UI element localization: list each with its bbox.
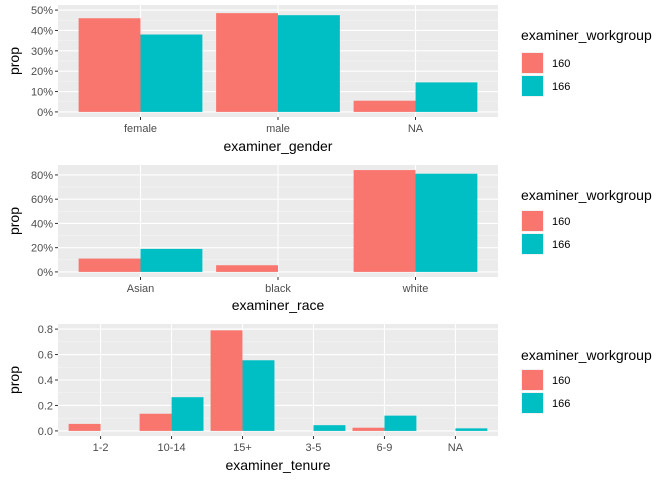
chart-panel-1: 0% 10% 20% 30% 40% 50% female male NA examiner_ge… — [6, 5, 652, 154]
y-tick-label: 0% — [37, 267, 53, 279]
x-axis-title: examiner_gender — [224, 138, 333, 154]
bar-160-15+ — [210, 330, 243, 431]
y-tick-label: 40% — [31, 25, 53, 37]
x-tick-label: 15+ — [233, 442, 252, 454]
x-tick-label: 6-9 — [376, 442, 392, 454]
bar-160-male — [216, 13, 278, 112]
legend-key-166 — [522, 234, 543, 254]
x-tick-label: white — [402, 283, 429, 295]
x-tick-label: black — [265, 283, 291, 295]
y-tick-label: 10% — [31, 87, 53, 99]
legend: examiner_workgroup 160 166 — [521, 347, 652, 414]
y-tick-label: 20% — [31, 243, 53, 255]
x-tick-label: 10-14 — [157, 442, 185, 454]
y-tick-label: 0% — [37, 107, 53, 119]
bar-160-Asian — [78, 258, 141, 272]
legend-key-166 — [522, 76, 543, 96]
bar-160-female — [78, 18, 141, 112]
chart-panel-2: 0% 20% 40% 60% 80% Asian black white examiner_ra… — [6, 165, 652, 313]
y-tick-label: 60% — [31, 194, 53, 206]
legend-label-166: 166 — [552, 239, 570, 251]
y-axis-title: prop — [6, 366, 22, 394]
x-tick-label: NA — [408, 123, 424, 135]
legend: examiner_workgroup 160 166 — [521, 27, 652, 97]
bar-160-white — [353, 170, 416, 272]
legend-label-160: 160 — [552, 375, 570, 387]
y-tick-label: 0.6 — [38, 350, 53, 362]
bar-160-1-2 — [68, 423, 101, 431]
y-tick-label: 0.4 — [38, 375, 53, 387]
legend-key-160 — [522, 211, 543, 231]
legend-label-166: 166 — [552, 81, 570, 93]
bar-166-white — [415, 173, 478, 272]
legend-label-160: 160 — [552, 216, 570, 228]
chart-panel-3: 0.0 0.2 0.4 0.6 0.8 1-2 10-14 15+ 3-5 6-9 NA examin… — [6, 324, 652, 473]
x-axis-title: examiner_tenure — [225, 457, 330, 473]
y-axis-title: prop — [6, 207, 22, 235]
legend-label-166: 166 — [552, 398, 570, 410]
y-tick-label: 30% — [31, 46, 53, 58]
legend-title: examiner_workgroup — [521, 27, 652, 43]
bar-166-NA — [455, 428, 488, 431]
bar-160-black — [216, 265, 278, 272]
y-tick-label: 0.2 — [38, 400, 53, 412]
bar-166-10-14 — [171, 397, 204, 431]
x-tick-label: female — [124, 123, 157, 135]
x-tick-label: 1-2 — [93, 442, 109, 454]
y-tick-label: 20% — [31, 66, 53, 78]
y-tick-label: 40% — [31, 218, 53, 230]
legend-key-160 — [522, 370, 543, 390]
bar-160-6-9 — [352, 427, 385, 431]
legend-title: examiner_workgroup — [521, 187, 652, 203]
legend: examiner_workgroup 160 166 — [521, 187, 652, 255]
legend-key-160 — [522, 53, 543, 73]
y-tick-label: 80% — [31, 170, 53, 182]
y-axis-title: prop — [6, 47, 22, 75]
x-axis-title: examiner_race — [232, 297, 325, 313]
x-tick-label: male — [266, 123, 290, 135]
x-tick-label: NA — [448, 442, 464, 454]
legend-label-160: 160 — [552, 58, 570, 70]
bar-160-NA — [353, 100, 416, 112]
bar-166-female — [140, 34, 203, 112]
bar-166-NA — [415, 82, 478, 112]
x-tick-label: Asian — [127, 283, 155, 295]
y-tick-label: 0.0 — [38, 426, 53, 438]
bar-160-10-14 — [139, 413, 172, 431]
legend-key-166 — [522, 393, 543, 413]
y-tick-label: 50% — [31, 5, 53, 17]
x-tick-label: 3-5 — [306, 442, 322, 454]
bar-166-6-9 — [384, 415, 417, 431]
bar-166-Asian — [140, 248, 203, 272]
bar-166-15+ — [242, 360, 275, 431]
bar-166-male — [278, 15, 340, 112]
y-tick-label: 0.8 — [38, 324, 53, 336]
legend-title: examiner_workgroup — [521, 347, 652, 363]
bar-166-3-5 — [313, 425, 346, 431]
